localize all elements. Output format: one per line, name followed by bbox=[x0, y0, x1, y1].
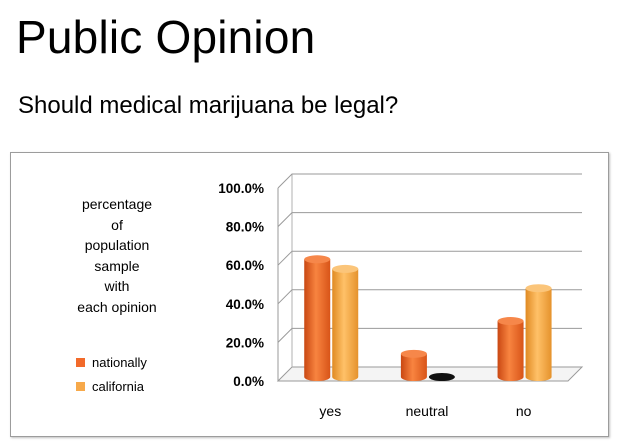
bar-cap bbox=[332, 264, 359, 273]
legend-label: nationally bbox=[92, 354, 147, 370]
y-axis-label: percentage of population sample with eac… bbox=[52, 194, 182, 317]
bar-cap bbox=[400, 349, 427, 358]
gridline bbox=[277, 289, 582, 305]
gridline bbox=[277, 212, 582, 227]
y-axis-label-line: with bbox=[104, 278, 130, 294]
bar-cap bbox=[428, 373, 455, 381]
legend-swatch-california bbox=[76, 381, 85, 391]
y-tick-label: 100.0% bbox=[218, 181, 264, 196]
gridline bbox=[277, 173, 582, 189]
x-tick-label: yes bbox=[319, 403, 341, 419]
x-tick-label: no bbox=[516, 403, 532, 419]
page-title: Public Opinion bbox=[16, 11, 316, 63]
x-tick-label: neutral bbox=[406, 403, 449, 419]
y-tick-label: 80.0% bbox=[226, 220, 264, 235]
y-tick-label: 0.0% bbox=[233, 374, 264, 389]
y-axis-label-line: sample bbox=[94, 257, 140, 274]
page-subtitle: Should medical marijuana be legal? bbox=[18, 92, 399, 119]
gridline bbox=[277, 250, 582, 266]
y-axis-label-line: population bbox=[84, 237, 150, 253]
legend-item-nationally: nationally bbox=[76, 350, 147, 374]
bar-body bbox=[400, 353, 427, 381]
legend-item-california: california bbox=[76, 374, 147, 398]
bar-california-yes bbox=[332, 264, 359, 381]
bar-body bbox=[332, 268, 359, 381]
y-axis-label-line: of bbox=[111, 216, 123, 233]
bar-california-no bbox=[525, 284, 552, 381]
legend-swatch-nationally bbox=[76, 357, 85, 367]
bar-body bbox=[497, 321, 524, 381]
bar-body bbox=[304, 259, 331, 381]
bar-cap bbox=[525, 284, 552, 293]
legend-label: california bbox=[92, 378, 145, 394]
bar-california-neutral bbox=[428, 373, 455, 381]
bar-cap bbox=[497, 317, 524, 326]
bar-nationally-no bbox=[497, 317, 524, 381]
bar-cap bbox=[304, 255, 331, 264]
chart-legend: nationally california bbox=[76, 350, 147, 398]
bar-nationally-yes bbox=[304, 255, 331, 381]
y-tick-label: 40.0% bbox=[226, 297, 264, 312]
y-axis-label-line: percentage bbox=[81, 196, 153, 212]
y-axis-label-line: each opinion bbox=[77, 298, 157, 315]
bar-body bbox=[525, 288, 552, 381]
gridline bbox=[277, 327, 582, 343]
y-tick-label: 60.0% bbox=[226, 258, 264, 273]
bar-nationally-neutral bbox=[400, 349, 427, 381]
y-tick-label: 20.0% bbox=[226, 335, 264, 350]
